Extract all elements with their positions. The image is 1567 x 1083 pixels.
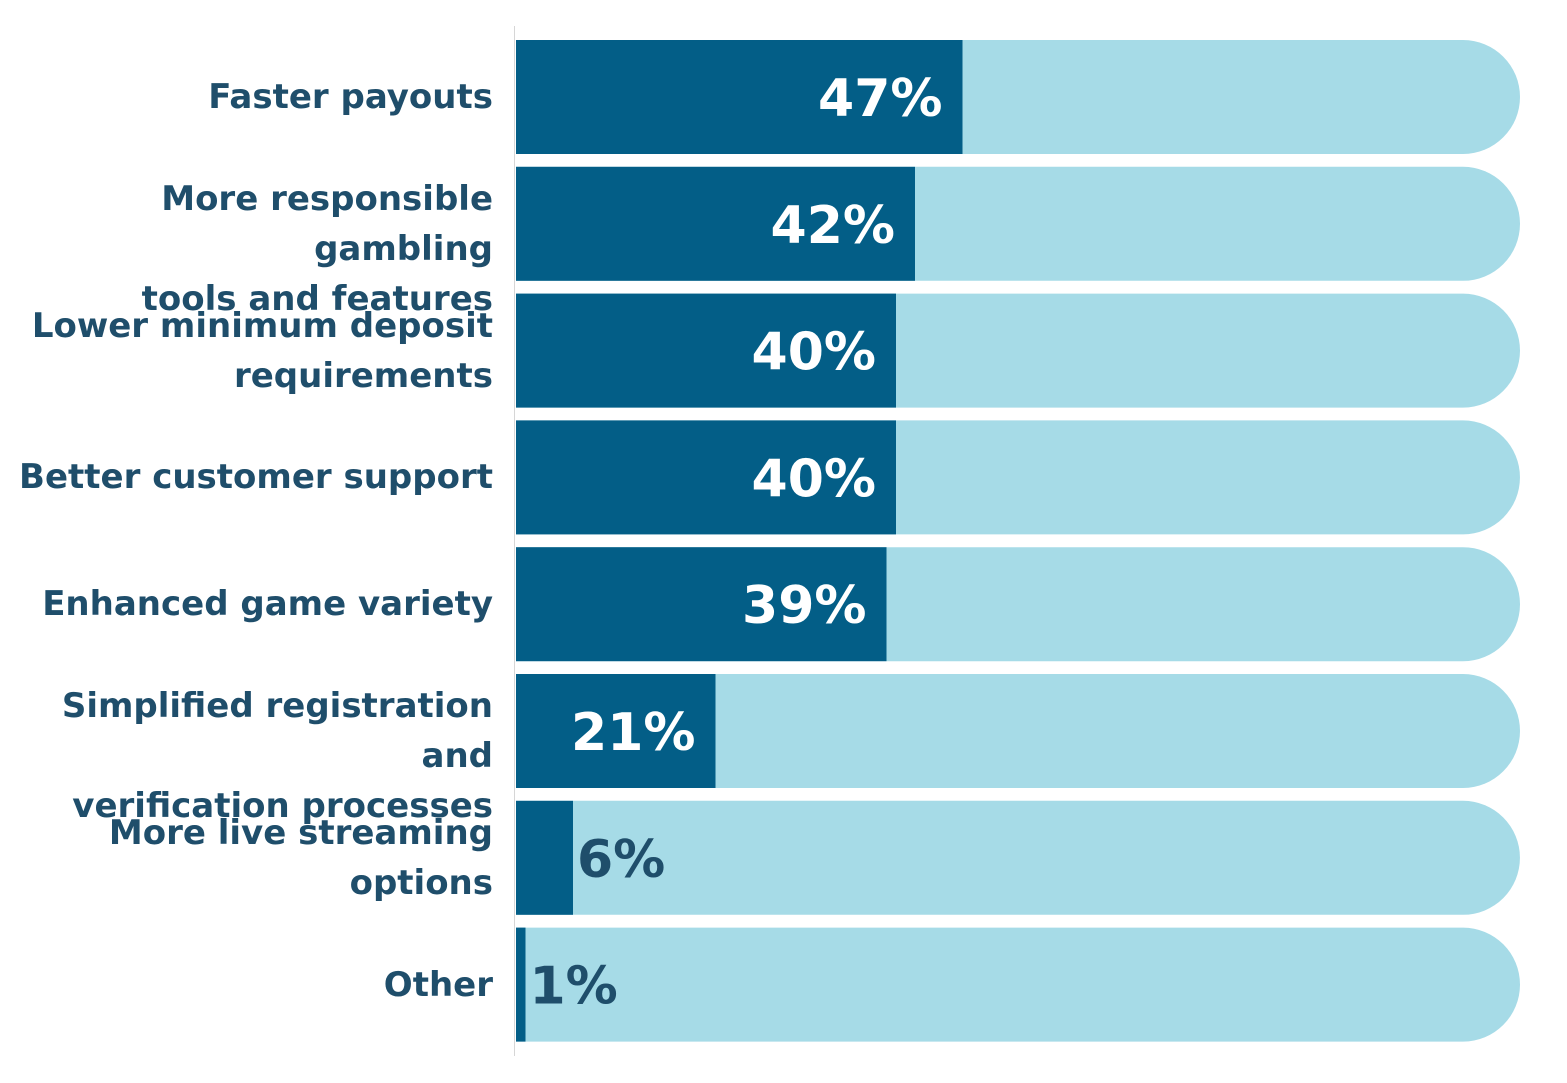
bar-6 [516,674,716,788]
y-axis-line [514,26,515,1056]
category-label-line: tools and features [141,278,493,319]
category-label-line: Other [383,964,493,1005]
category-label-line: More live streaming [108,812,493,853]
category-label-line: options [349,862,493,903]
bar-track-6 [516,674,1520,788]
bar-2 [516,166,915,281]
category-label-line: Better customer support [19,457,493,498]
category-label-line: Faster payouts [208,77,493,117]
category-label-4: Better customer support [0,452,493,502]
category-label-8: Other [0,960,493,1010]
category-label-1: Faster payouts [0,72,493,122]
category-label-5: Enhanced game variety [0,579,493,629]
bar-3 [516,293,896,408]
value-label-6: 21% [571,703,695,763]
bar-4 [516,420,896,535]
category-label-line: More responsible gambling [161,178,493,269]
category-label-2: More responsible gambling tools and featu… [0,174,493,324]
value-label-3: 40% [752,323,876,383]
category-label-line: Simplified registration and [61,686,493,776]
value-label-5: 39% [742,576,866,636]
bar-1 [516,40,963,154]
bar-track-7 [516,800,1520,915]
bar-track-8 [516,927,1520,1042]
category-label-3: Lower minimum deposit requirements [0,301,493,401]
bar-7 [516,800,573,915]
value-label-2: 42% [771,196,895,256]
category-label-line: requirements [233,355,493,396]
category-label-line: Enhanced game variety [42,584,493,625]
category-label-line: Lower minimum deposit [31,305,493,346]
bar-5 [516,547,887,662]
value-label-4: 40% [752,449,876,509]
bar-8 [516,927,526,1042]
value-label-1: 47% [818,69,942,129]
value-label-8: 1% [530,957,618,1017]
category-label-line: verification processes [72,786,493,826]
value-label-7: 6% [577,830,665,890]
category-label-7: More live streaming options [0,808,493,908]
category-label-6: Simplified registration and verification … [0,681,493,831]
